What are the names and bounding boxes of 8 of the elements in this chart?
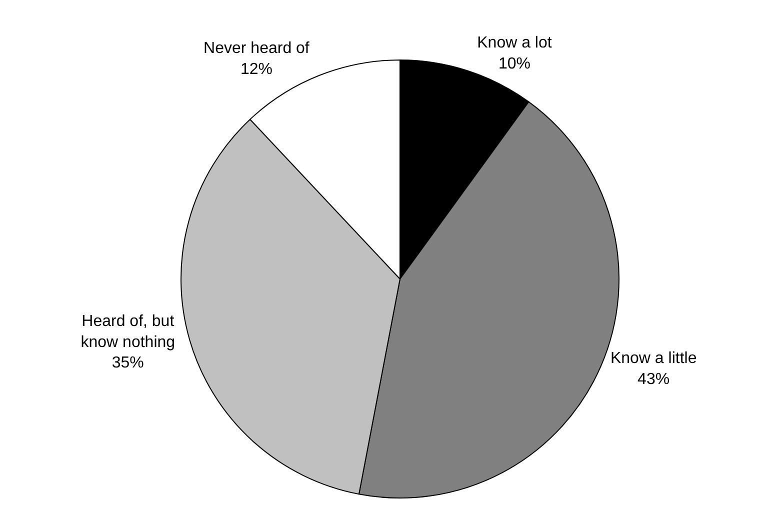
data-label: 12%: [240, 60, 272, 78]
data-label: 43%: [638, 370, 670, 388]
data-label: 35%: [112, 354, 144, 372]
slice-label: Never heard of: [204, 40, 310, 58]
slice-label: Know a lot: [477, 34, 552, 52]
data-label: 10%: [498, 56, 530, 73]
slice-label: Heard of, but know nothing: [80, 313, 176, 351]
slice-label: Know a little: [610, 350, 697, 368]
